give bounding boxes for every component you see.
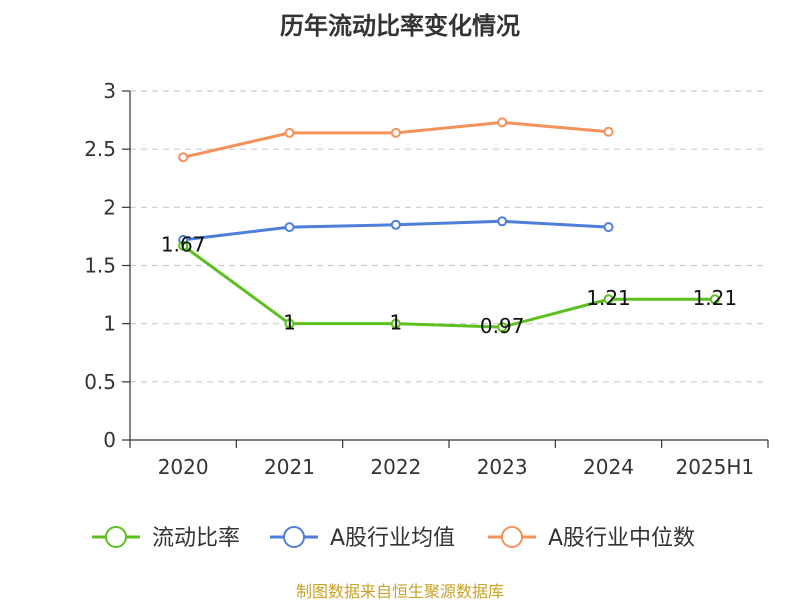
y-tick-label: 2 xyxy=(103,195,116,219)
data-label: 1 xyxy=(389,311,402,335)
x-tick-label: 2023 xyxy=(477,455,528,479)
y-tick-label: 0.5 xyxy=(84,370,116,394)
series-line xyxy=(182,244,715,329)
data-point xyxy=(284,222,295,233)
legend-item: A股行业均值 xyxy=(270,526,455,551)
series-line xyxy=(182,120,609,159)
data-point xyxy=(603,294,614,305)
legend: 流动比率 A股行业均值 A股行业中位数 xyxy=(92,526,695,551)
data-point xyxy=(284,318,295,329)
data-label: 1.21 xyxy=(586,286,631,310)
y-tick-label: 1 xyxy=(103,312,116,336)
source-note: 制图数据来自恒生聚源数据库 xyxy=(295,582,504,601)
legend-item: 流动比率 xyxy=(92,526,240,551)
series-layer xyxy=(178,117,720,333)
axes: 0 0.5 1 1.5 2 2.5 3 2020 2021 2022 2023 2024 2025H1 xyxy=(84,79,769,479)
y-tick-label: 1.5 xyxy=(84,254,116,278)
legend-label: A股行业中位数 xyxy=(548,526,695,551)
legend-swatch-marker xyxy=(105,526,127,548)
grid-lines xyxy=(130,90,768,383)
x-tick-label: 2020 xyxy=(158,455,209,479)
y-tick-label: 2.5 xyxy=(84,137,116,161)
data-label: 1 xyxy=(283,311,296,335)
legend-label: 流动比率 xyxy=(152,526,240,551)
y-tick-label: 0 xyxy=(103,428,116,452)
legend-swatch-marker xyxy=(283,526,305,548)
data-point xyxy=(497,322,508,333)
data-label: 1.21 xyxy=(693,286,738,310)
data-point xyxy=(603,222,614,233)
data-point xyxy=(390,127,401,138)
data-point xyxy=(390,219,401,230)
data-point xyxy=(603,126,614,137)
data-point xyxy=(709,294,720,305)
data-point xyxy=(284,127,295,138)
x-tick-label: 2022 xyxy=(370,455,421,479)
y-tick-label: 3 xyxy=(103,79,116,103)
x-tick-label: 2025H1 xyxy=(675,455,754,479)
data-point xyxy=(178,152,189,163)
legend-swatch-marker xyxy=(501,526,523,548)
legend-item: A股行业中位数 xyxy=(488,526,695,551)
data-label: 1.67 xyxy=(161,233,206,257)
data-label: 0.97 xyxy=(480,314,525,338)
x-tick-label: 2021 xyxy=(264,455,315,479)
data-point xyxy=(178,240,189,251)
legend-label: A股行业均值 xyxy=(330,526,455,551)
data-point xyxy=(390,318,401,329)
x-tick-label: 2024 xyxy=(583,455,634,479)
data-labels: 1.67 1 1 0.97 1.21 1.21 xyxy=(161,233,737,338)
data-point xyxy=(497,216,508,227)
chart-title: 历年流动比率变化情况 xyxy=(280,12,520,40)
data-point xyxy=(497,117,508,128)
